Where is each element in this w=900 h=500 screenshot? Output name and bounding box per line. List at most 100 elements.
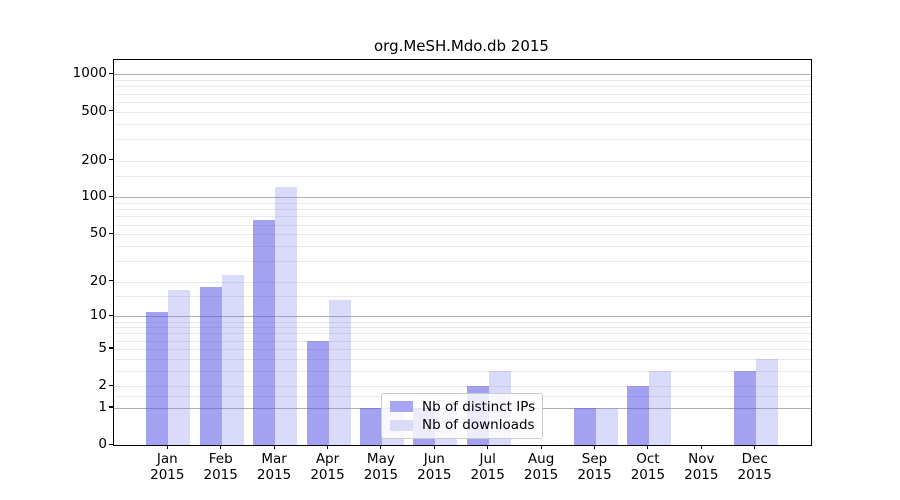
y-tick-label: 0 bbox=[98, 436, 107, 452]
plot-area: Nb of distinct IPs Nb of downloads bbox=[113, 59, 812, 446]
gridline bbox=[114, 111, 811, 113]
legend: Nb of distinct IPs Nb of downloads bbox=[381, 393, 543, 439]
month-label: Aug bbox=[527, 451, 555, 467]
year-label: 2015 bbox=[417, 467, 452, 483]
distinct-ips-bar-sep bbox=[573, 407, 596, 445]
y-tick-mark bbox=[109, 384, 113, 386]
chart-title: org.MeSH.Mdo.db 2015 bbox=[374, 37, 549, 55]
gridline bbox=[114, 175, 811, 177]
y-tick-mark bbox=[109, 314, 113, 317]
year-label: 2015 bbox=[256, 467, 292, 483]
x-tick-label: Dec 2015 bbox=[723, 451, 787, 483]
year-label: 2015 bbox=[630, 467, 666, 483]
y-tick-label: 10 bbox=[89, 307, 107, 324]
x-tick-label: Feb 2015 bbox=[189, 451, 253, 483]
x-tick-mark bbox=[273, 445, 275, 449]
x-tick-label: Oct 2015 bbox=[616, 451, 680, 483]
gridline bbox=[114, 138, 811, 140]
month-label: Jun bbox=[423, 451, 445, 467]
gridline bbox=[114, 348, 811, 350]
x-tick-label: Jul 2015 bbox=[456, 451, 520, 483]
x-tick-label: Aug 2015 bbox=[509, 451, 573, 483]
y-tick-mark bbox=[109, 406, 113, 408]
distinct-ips-bar-feb bbox=[199, 287, 222, 445]
gridline bbox=[114, 74, 811, 76]
y-tick-label: 5 bbox=[98, 339, 107, 356]
y-tick-mark bbox=[109, 232, 113, 234]
year-label: 2015 bbox=[684, 467, 719, 483]
legend-swatch-icon bbox=[390, 419, 413, 431]
gridline bbox=[114, 224, 811, 226]
month-label: Nov bbox=[688, 451, 715, 467]
legend-row: Nb of distinct IPs bbox=[390, 398, 536, 415]
gridline bbox=[114, 80, 811, 82]
distinct-ips-bar-may bbox=[359, 407, 382, 445]
distinct-ips-bar-dec bbox=[733, 370, 756, 445]
gridline bbox=[114, 160, 811, 162]
legend-label: Nb of distinct IPs bbox=[422, 398, 536, 415]
x-tick-label: May 2015 bbox=[349, 451, 413, 483]
gridline bbox=[114, 245, 811, 247]
distinct-ips-bar-jan bbox=[146, 311, 169, 445]
plot-inner bbox=[114, 60, 811, 445]
year-label: 2015 bbox=[203, 467, 238, 483]
y-tick-label: 50 bbox=[89, 225, 107, 242]
x-tick-mark bbox=[700, 445, 702, 449]
gridline bbox=[114, 333, 811, 335]
x-tick-label: Nov 2015 bbox=[669, 451, 733, 483]
gridline bbox=[114, 203, 811, 205]
gridline bbox=[114, 316, 811, 318]
gridline bbox=[114, 327, 811, 329]
gridline bbox=[114, 260, 811, 262]
x-tick-label: Jan 2015 bbox=[135, 451, 199, 483]
gridline bbox=[114, 197, 811, 199]
x-tick-label: Jun 2015 bbox=[402, 451, 466, 483]
legend-swatch-icon bbox=[390, 401, 413, 413]
month-label: Apr bbox=[315, 451, 340, 467]
x-tick-mark bbox=[166, 445, 168, 449]
downloads-bar-sep bbox=[595, 407, 618, 445]
gridline bbox=[114, 123, 811, 125]
x-tick-mark bbox=[380, 445, 382, 449]
year-label: 2015 bbox=[150, 467, 185, 483]
gridline bbox=[114, 93, 811, 95]
gridline bbox=[114, 209, 811, 211]
x-tick-label: Apr 2015 bbox=[296, 451, 360, 483]
y-tick-label: 200 bbox=[81, 151, 107, 168]
downloads-bar-mar bbox=[275, 186, 298, 445]
x-tick-mark bbox=[487, 445, 489, 449]
y-tick-label: 100 bbox=[81, 188, 107, 205]
x-tick-mark bbox=[647, 445, 649, 449]
y-tick-label: 20 bbox=[89, 272, 107, 289]
gridline bbox=[114, 358, 811, 360]
year-label: 2015 bbox=[737, 467, 772, 483]
year-label: 2015 bbox=[310, 467, 345, 483]
x-tick-mark bbox=[593, 445, 596, 449]
y-tick-label: 1000 bbox=[72, 65, 107, 82]
month-label: Sep bbox=[581, 451, 608, 467]
month-label: Mar bbox=[261, 451, 287, 467]
downloads-bar-feb bbox=[221, 274, 244, 445]
month-label: Jan bbox=[156, 451, 178, 467]
y-tick-mark bbox=[109, 159, 113, 161]
gridline bbox=[114, 370, 811, 372]
downloads-bar-dec bbox=[755, 358, 778, 445]
year-label: 2015 bbox=[523, 467, 559, 483]
gridline bbox=[114, 86, 811, 88]
y-tick-label: 500 bbox=[81, 102, 107, 119]
y-tick-label: 1 bbox=[98, 398, 107, 415]
gridline bbox=[114, 101, 811, 103]
y-tick-label: 2 bbox=[98, 377, 107, 394]
x-tick-mark bbox=[754, 445, 756, 449]
month-label: May bbox=[366, 451, 395, 467]
year-label: 2015 bbox=[577, 467, 612, 483]
x-tick-mark bbox=[433, 445, 435, 449]
gridline bbox=[114, 321, 811, 323]
y-tick-mark bbox=[109, 443, 113, 445]
y-tick-mark bbox=[109, 280, 113, 282]
x-tick-mark bbox=[540, 445, 542, 449]
y-tick-mark bbox=[109, 195, 113, 198]
distinct-ips-bar-mar bbox=[253, 220, 276, 445]
gridline bbox=[114, 340, 811, 342]
